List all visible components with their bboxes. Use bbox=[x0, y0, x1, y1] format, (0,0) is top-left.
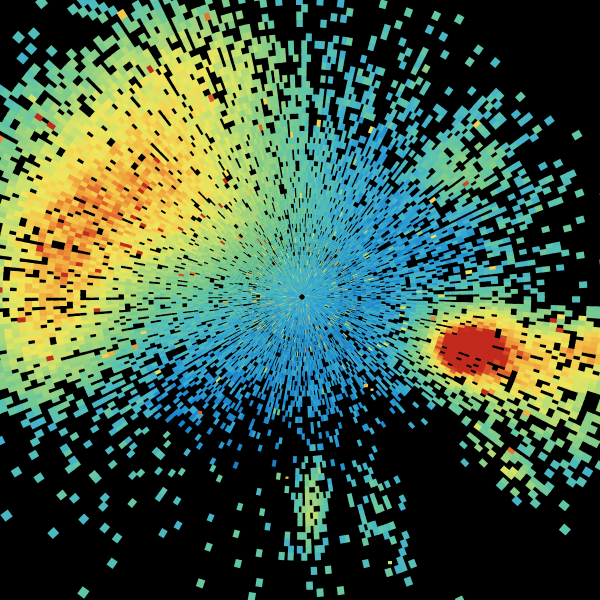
radar-ppi-canvas bbox=[0, 0, 600, 600]
radar-ppi-view bbox=[0, 0, 600, 600]
radar-screenshot-page: { "chart_data": { "type": "heatmap", "su… bbox=[0, 0, 600, 600]
